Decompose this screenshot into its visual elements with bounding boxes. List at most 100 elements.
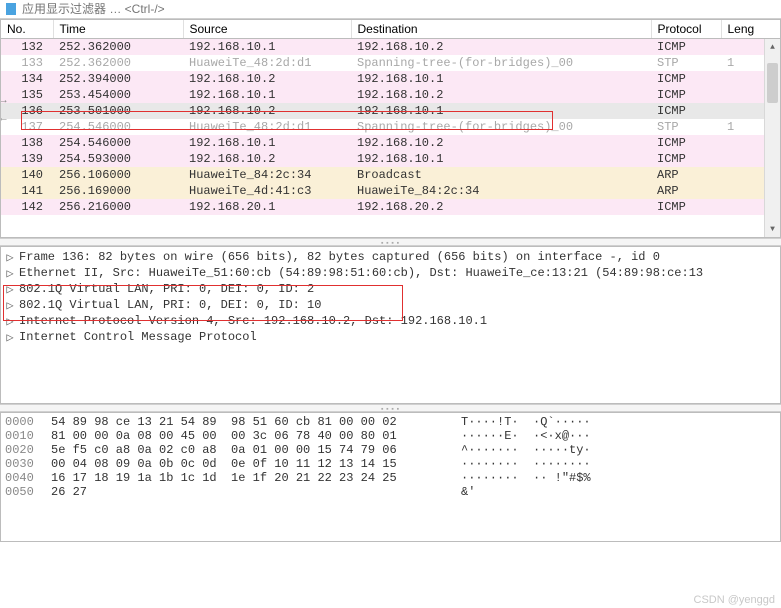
packet-bytes-pane: 000054 89 98 ce 13 21 54 89 98 51 60 cb … (0, 412, 781, 542)
packet-list-pane: No. Time Source Destination Protocol Len… (0, 19, 781, 238)
cell-dst: Spanning-tree-(for-bridges)_00 (351, 55, 651, 71)
cell-src: HuaweiTe_4d:41:c3 (183, 183, 351, 199)
cell-dst: 192.168.20.2 (351, 199, 651, 215)
cell-proto: STP (651, 55, 721, 71)
cell-proto: ICMP (651, 87, 721, 103)
packet-list-scrollbar[interactable]: ▲ ▼ (764, 39, 780, 237)
hex-bytes: 5e f5 c0 a8 0a 02 c0 a8 0a 01 00 00 15 7… (51, 443, 461, 457)
table-row[interactable]: 140256.106000HuaweiTe_84:2c:34BroadcastA… (1, 167, 781, 183)
detail-line[interactable]: ▷ Internet Protocol Version 4, Src: 192.1… (1, 313, 780, 329)
table-row[interactable]: 139254.593000192.168.10.2192.168.10.1ICM… (1, 151, 781, 167)
cell-time: 253.454000 (53, 87, 183, 103)
cell-no: 141 (1, 183, 53, 199)
scroll-thumb[interactable] (767, 63, 778, 103)
table-row[interactable]: 135253.454000192.168.10.1192.168.10.2ICM… (1, 87, 781, 103)
cell-src: 192.168.10.1 (183, 39, 351, 56)
cell-proto: ICMP (651, 199, 721, 215)
table-row[interactable]: 133252.362000HuaweiTe_48:2d:d1Spanning-t… (1, 55, 781, 71)
display-filter-bar (0, 0, 781, 19)
scroll-down-icon[interactable]: ▼ (765, 221, 780, 237)
cell-no: 136 (1, 103, 53, 119)
cell-src: HuaweiTe_84:2c:34 (183, 167, 351, 183)
detail-line[interactable]: ▷Internet Control Message Protocol (1, 329, 780, 345)
cell-src: HuaweiTe_48:2d:d1 (183, 119, 351, 135)
cell-no: 139 (1, 151, 53, 167)
hex-row[interactable]: 001081 00 00 0a 08 00 45 00 00 3c 06 78 … (1, 429, 780, 443)
hex-ascii: ········ ·· !"#$% (461, 471, 776, 485)
expand-icon[interactable]: ▷ (5, 330, 15, 345)
cell-time: 253.501000 (53, 103, 183, 119)
detail-text: 802.1Q Virtual LAN, PRI: 0, DEI: 0, ID: … (19, 282, 314, 296)
cell-dst: 192.168.10.1 (351, 103, 651, 119)
display-filter-input[interactable] (22, 2, 777, 16)
hex-row[interactable]: 004016 17 18 19 1a 1b 1c 1d 1e 1f 20 21 … (1, 471, 780, 485)
scroll-up-icon[interactable]: ▲ (765, 39, 780, 55)
col-len[interactable]: Leng (721, 20, 781, 39)
row-arrow-icon: → (0, 95, 7, 107)
hex-ascii: &' (461, 485, 776, 499)
table-row[interactable]: 137254.546000HuaweiTe_48:2d:d1Spanning-t… (1, 119, 781, 135)
detail-text: Internet Protocol Version 4, Src: 192.16… (19, 314, 487, 328)
col-time[interactable]: Time (53, 20, 183, 39)
packet-details-pane: ▷ Frame 136: 82 bytes on wire (656 bits),… (0, 246, 781, 404)
cell-time: 256.216000 (53, 199, 183, 215)
hex-bytes: 81 00 00 0a 08 00 45 00 00 3c 06 78 40 0… (51, 429, 461, 443)
pane-divider-2[interactable]: ▪▪▪▪ (0, 404, 781, 412)
detail-text: 802.1Q Virtual LAN, PRI: 0, DEI: 0, ID: … (19, 298, 321, 312)
detail-text: Frame 136: 82 bytes on wire (656 bits), … (19, 250, 660, 264)
cell-src: 192.168.10.1 (183, 135, 351, 151)
cell-proto: ICMP (651, 135, 721, 151)
pane-divider-1[interactable]: ▪▪▪▪ (0, 238, 781, 246)
detail-line[interactable]: ▷ 802.1Q Virtual LAN, PRI: 0, DEI: 0, ID:… (1, 281, 780, 297)
col-src[interactable]: Source (183, 20, 351, 39)
hex-ascii: ······E· ·<·x@··· (461, 429, 776, 443)
col-proto[interactable]: Protocol (651, 20, 721, 39)
cell-dst: 192.168.10.2 (351, 87, 651, 103)
cell-src: 192.168.10.2 (183, 71, 351, 87)
expand-icon[interactable]: ▷ (5, 250, 15, 265)
col-dst[interactable]: Destination (351, 20, 651, 39)
cell-dst: Spanning-tree-(for-bridges)_00 (351, 119, 651, 135)
col-no[interactable]: No. (1, 20, 53, 39)
cell-no: 137 (1, 119, 53, 135)
expand-icon[interactable]: ▷ (5, 298, 15, 313)
expand-icon[interactable]: ▷ (5, 282, 15, 297)
cell-time: 252.362000 (53, 55, 183, 71)
table-row[interactable]: 134252.394000192.168.10.2192.168.10.1ICM… (1, 71, 781, 87)
hex-row[interactable]: 003000 04 08 09 0a 0b 0c 0d 0e 0f 10 11 … (1, 457, 780, 471)
cell-proto: ICMP (651, 103, 721, 119)
cell-no: 142 (1, 199, 53, 215)
hex-offset: 0040 (5, 471, 51, 485)
hex-row[interactable]: 00205e f5 c0 a8 0a 02 c0 a8 0a 01 00 00 … (1, 443, 780, 457)
packet-table: No. Time Source Destination Protocol Len… (1, 20, 781, 215)
cell-proto: ICMP (651, 71, 721, 87)
cell-proto: ARP (651, 167, 721, 183)
cell-no: 134 (1, 71, 53, 87)
hex-bytes: 00 04 08 09 0a 0b 0c 0d 0e 0f 10 11 12 1… (51, 457, 461, 471)
detail-line[interactable]: ▷Ethernet II, Src: HuaweiTe_51:60:cb (54… (1, 265, 780, 281)
table-row[interactable]: 141256.169000HuaweiTe_4d:41:c3HuaweiTe_8… (1, 183, 781, 199)
cell-dst: 192.168.10.1 (351, 151, 651, 167)
cell-time: 252.362000 (53, 39, 183, 56)
detail-line[interactable]: ▷ 802.1Q Virtual LAN, PRI: 0, DEI: 0, ID:… (1, 297, 780, 313)
hex-row[interactable]: 005026 27 &' (1, 485, 780, 499)
hex-offset: 0020 (5, 443, 51, 457)
hex-row[interactable]: 000054 89 98 ce 13 21 54 89 98 51 60 cb … (1, 415, 780, 429)
cell-src: HuaweiTe_48:2d:d1 (183, 55, 351, 71)
cell-src: 192.168.10.2 (183, 151, 351, 167)
table-row[interactable]: 138254.546000192.168.10.1192.168.10.2ICM… (1, 135, 781, 151)
table-row[interactable]: 136253.501000192.168.10.2192.168.10.1ICM… (1, 103, 781, 119)
table-row[interactable]: 142256.216000192.168.20.1192.168.20.2ICM… (1, 199, 781, 215)
expand-icon[interactable]: ▷ (5, 314, 15, 329)
cell-proto: ARP (651, 183, 721, 199)
hex-bytes: 16 17 18 19 1a 1b 1c 1d 1e 1f 20 21 22 2… (51, 471, 461, 485)
cell-src: 192.168.20.1 (183, 199, 351, 215)
cell-dst: 192.168.10.2 (351, 39, 651, 56)
expand-icon[interactable]: ▷ (5, 266, 15, 281)
detail-line[interactable]: ▷ Frame 136: 82 bytes on wire (656 bits),… (1, 249, 780, 265)
cell-dst: Broadcast (351, 167, 651, 183)
cell-no: 133 (1, 55, 53, 71)
packet-table-header[interactable]: No. Time Source Destination Protocol Len… (1, 20, 781, 39)
table-row[interactable]: 132252.362000192.168.10.1192.168.10.2ICM… (1, 39, 781, 56)
cell-no: 140 (1, 167, 53, 183)
